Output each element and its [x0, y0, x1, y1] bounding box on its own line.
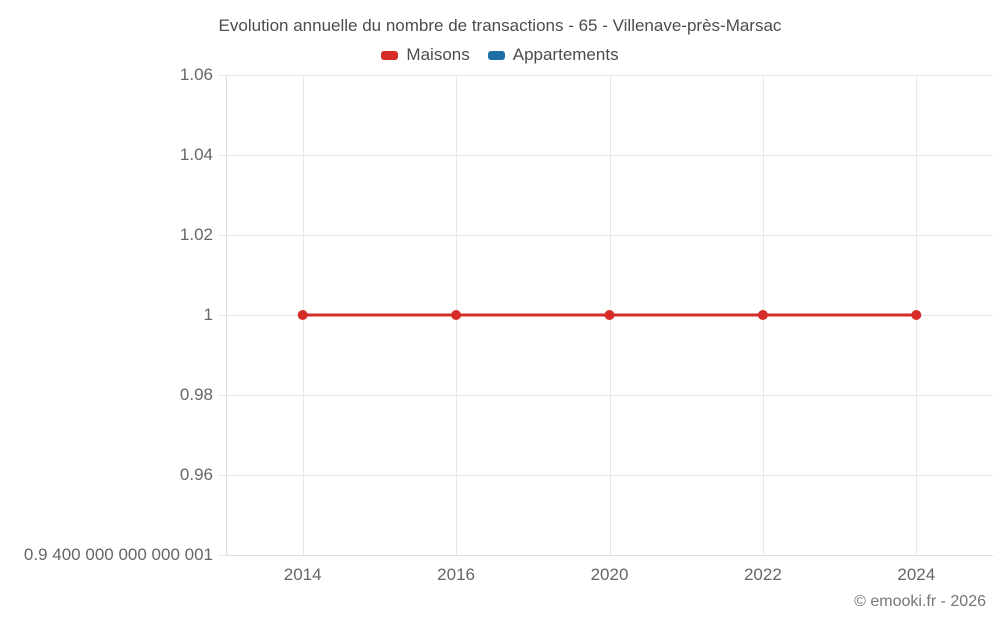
legend-swatch-icon: [487, 50, 505, 60]
y-axis-line: [226, 75, 227, 555]
copyright-credit: © emooki.fr - 2026: [854, 593, 986, 610]
x-axis-tick-label: 2016: [437, 565, 475, 584]
x-axis-tick-label: 2022: [743, 565, 782, 584]
y-axis-tick-label: 1.06: [179, 65, 213, 84]
legend-item-appartements[interactable]: Appartements: [487, 45, 619, 65]
legend-item-maisons[interactable]: Maisons: [381, 45, 470, 65]
x-axis-line: [226, 555, 993, 556]
y-gridline: [218, 395, 993, 396]
legend-label: Appartements: [512, 45, 619, 64]
data-point-maisons-2016[interactable]: [451, 310, 462, 320]
data-point-maisons-2014[interactable]: [297, 310, 308, 320]
y-gridline: [218, 235, 993, 236]
x-axis-tick-label: 2020: [590, 565, 629, 584]
legend: Maisons Appartements: [0, 45, 1000, 65]
x-axis-tick-label: 2024: [897, 565, 936, 584]
y-gridline: [218, 75, 993, 76]
data-point-maisons-2022[interactable]: [757, 310, 768, 320]
y-gridline: [218, 475, 993, 476]
y-axis-tick-label: 0.98: [179, 385, 213, 404]
data-point-maisons-2020[interactable]: [604, 310, 615, 320]
y-axis-tick-label: 1.04: [179, 145, 213, 164]
y-gridline: [218, 155, 993, 156]
y-axis-tick-label: 0.9 400 000 000 000 001: [23, 545, 213, 564]
series-layer: [297, 310, 922, 320]
y-axis-tick-label: 1.02: [179, 225, 213, 244]
chart-title: Evolution annuelle du nombre de transact…: [218, 16, 782, 35]
data-point-maisons-2024[interactable]: [911, 310, 922, 320]
x-axis-tick-label: 2014: [283, 565, 322, 584]
y-axis-tick-label: 1: [203, 305, 213, 324]
legend-label: Maisons: [406, 45, 470, 64]
legend-swatch-icon: [381, 50, 399, 60]
y-axis-tick-label: 0.96: [179, 465, 213, 484]
